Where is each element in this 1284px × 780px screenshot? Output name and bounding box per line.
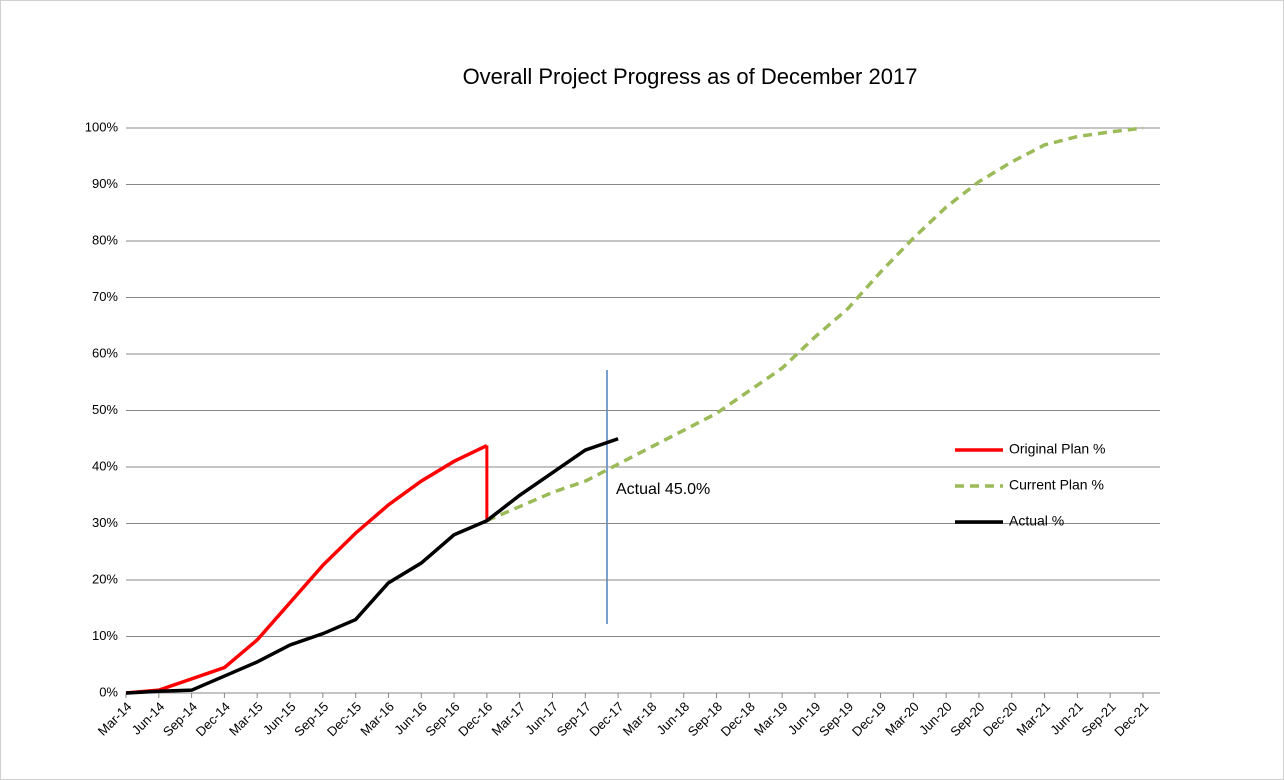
y-tick-label: 10% — [92, 628, 118, 643]
series-line — [486, 126, 1144, 523]
legend-label: Actual % — [1009, 513, 1064, 529]
y-tick-label: 40% — [92, 458, 118, 473]
y-tick-label: 50% — [92, 402, 118, 417]
y-tick-label: 30% — [92, 515, 118, 530]
chart-title: Overall Project Progress as of December … — [463, 64, 918, 89]
y-tick-label: 90% — [92, 176, 118, 191]
y-tick-label: 80% — [92, 232, 118, 247]
annotation: Actual 45.0% — [616, 481, 710, 498]
series-line — [125, 443, 488, 695]
y-tick-label: 70% — [92, 289, 118, 304]
y-tick-label: 20% — [92, 571, 118, 586]
legend-label: Original Plan % — [1009, 441, 1106, 457]
y-tick-label: 60% — [92, 345, 118, 360]
legend-label: Current Plan % — [1009, 477, 1104, 493]
y-tick-label: 100% — [85, 119, 119, 134]
y-tick-label: 0% — [99, 684, 118, 699]
series-line — [125, 437, 619, 695]
